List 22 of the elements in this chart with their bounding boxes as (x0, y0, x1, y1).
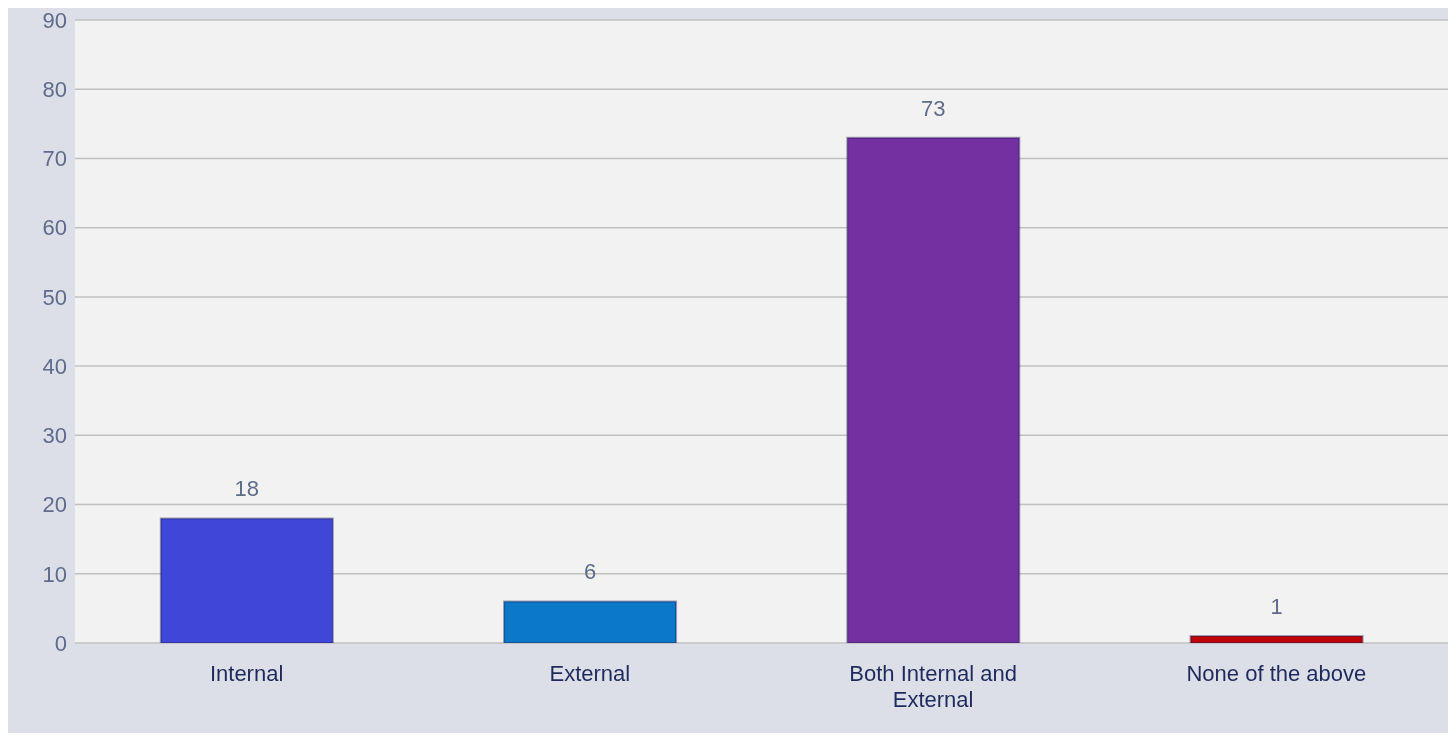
data-label: 73 (921, 95, 946, 121)
y-tick-label: 90 (42, 7, 67, 33)
data-label: 1 (1270, 594, 1283, 620)
x-tick-label: Both Internal and External (849, 661, 1017, 712)
bar (1189, 635, 1364, 643)
bar (846, 136, 1021, 643)
y-tick-label: 70 (42, 146, 67, 172)
data-label: 18 (234, 476, 260, 502)
y-tick-label: 30 (42, 423, 67, 449)
bar (159, 517, 334, 643)
bar (503, 600, 678, 643)
y-tick-label: 0 (54, 630, 67, 656)
x-tick-label: None of the above (1186, 661, 1367, 686)
data-label: 6 (583, 559, 597, 585)
y-tick-label: 80 (42, 77, 67, 103)
y-tick-label: 60 (42, 215, 67, 241)
y-tick-label: 20 (42, 492, 67, 518)
y-tick-label: 40 (42, 353, 67, 379)
x-tick-label: Internal (209, 661, 284, 686)
x-tick-label: External (549, 661, 631, 686)
y-tick-label: 10 (42, 561, 67, 587)
y-tick-label: 50 (42, 284, 67, 310)
